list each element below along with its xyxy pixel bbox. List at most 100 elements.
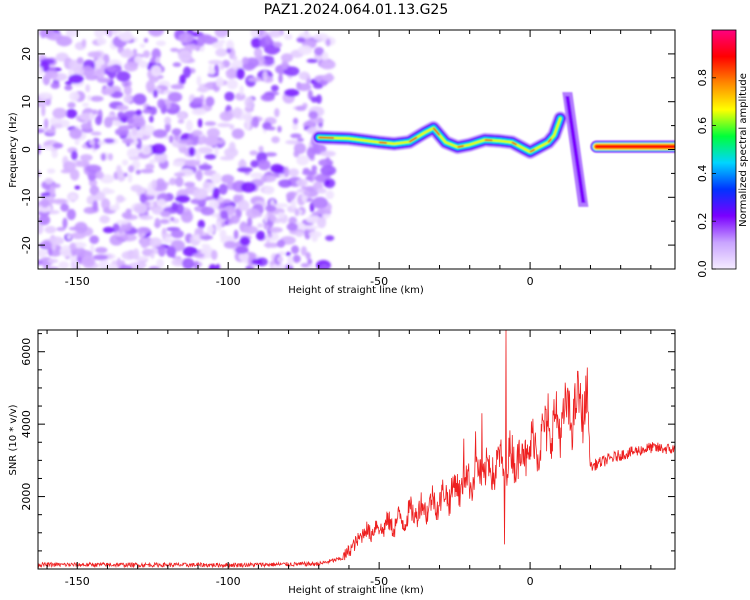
- noise-blob: [229, 124, 235, 130]
- noise-blob: [325, 190, 335, 200]
- noise-blob: [52, 142, 64, 149]
- y-tick-label: 4000: [20, 410, 33, 438]
- figure-title: PAZ1.2024.064.01.13.G25: [263, 2, 449, 18]
- noise-blob: [74, 221, 88, 234]
- noise-blob: [128, 165, 135, 173]
- noise-blob: [127, 173, 133, 183]
- noise-blob: [226, 48, 232, 54]
- snr-background: [38, 330, 675, 569]
- noise-blob: [225, 68, 237, 80]
- noise-blob: [89, 235, 100, 245]
- noise-blob: [170, 84, 185, 90]
- noise-blob: [99, 261, 105, 269]
- noise-blob: [243, 111, 253, 124]
- noise-blob: [172, 62, 182, 68]
- noise-blob: [99, 215, 110, 224]
- noise-blob: [43, 118, 49, 130]
- noise-blob: [274, 108, 280, 118]
- noise-blob: [153, 89, 158, 98]
- noise-blob: [317, 217, 327, 229]
- noise-blob: [140, 238, 149, 249]
- ridge-peak: [547, 138, 552, 143]
- noise-blob: [292, 254, 301, 263]
- noise-blob: [148, 30, 164, 37]
- noise-blob: [280, 53, 293, 63]
- noise-blob: [69, 168, 80, 181]
- noise-blob: [320, 150, 336, 157]
- noise-blob: [237, 199, 250, 211]
- noise-blob: [71, 150, 78, 161]
- noise-blob: [148, 265, 161, 269]
- noise-blob: [251, 258, 263, 266]
- noise-blob: [94, 30, 105, 39]
- noise-blob: [38, 92, 53, 100]
- noise-blob: [276, 239, 286, 248]
- noise-blob: [38, 222, 44, 235]
- noise-blob: [273, 203, 289, 208]
- noise-blob: [292, 117, 299, 125]
- noise-blob: [95, 246, 108, 254]
- x-tick-label: -50: [370, 575, 388, 588]
- noise-blob: [298, 71, 310, 81]
- noise-blob: [38, 128, 45, 134]
- spectrogram-y-axis-label: Frequency (Hz): [8, 112, 19, 188]
- noise-blob: [252, 116, 260, 128]
- noise-blob: [313, 33, 329, 41]
- noise-blob: [131, 126, 138, 136]
- spectrogram-noise-region: [38, 30, 337, 269]
- noise-blob: [195, 169, 203, 182]
- noise-blob: [204, 121, 217, 126]
- noise-blob: [325, 38, 331, 47]
- noise-blob: [270, 163, 284, 173]
- noise-blob: [145, 80, 155, 93]
- noise-blob: [106, 65, 117, 73]
- noise-blob: [217, 139, 225, 145]
- noise-blob: [278, 251, 286, 256]
- noise-blob: [177, 139, 194, 144]
- noise-blob: [108, 153, 113, 161]
- noise-blob: [139, 193, 147, 204]
- noise-blob: [180, 210, 194, 223]
- noise-blob: [185, 119, 193, 132]
- noise-blob: [121, 233, 137, 242]
- noise-blob: [68, 193, 77, 201]
- noise-blob: [152, 129, 168, 138]
- noise-blob: [107, 30, 113, 38]
- noise-blob: [244, 96, 254, 109]
- noise-blob: [52, 183, 61, 189]
- noise-blob: [183, 66, 191, 78]
- noise-blob: [295, 178, 308, 187]
- snr-x-axis-label: Height of straight line (km): [288, 585, 424, 596]
- noise-blob: [203, 36, 219, 45]
- noise-blob: [68, 74, 84, 84]
- noise-blob: [151, 65, 162, 77]
- noise-blob: [226, 79, 238, 90]
- noise-blob: [284, 33, 293, 41]
- noise-blob: [191, 108, 207, 116]
- noise-blob: [230, 59, 246, 71]
- noise-blob: [103, 116, 113, 128]
- noise-blob: [52, 107, 67, 119]
- noise-blob: [52, 123, 63, 129]
- ridge-peak: [511, 141, 517, 146]
- noise-blob: [149, 199, 154, 208]
- noise-blob: [263, 213, 269, 223]
- noise-blob: [70, 232, 86, 240]
- noise-blob: [119, 125, 131, 130]
- noise-blob: [51, 240, 57, 251]
- noise-blob: [56, 227, 66, 232]
- noise-blob: [69, 242, 77, 251]
- noise-blob: [278, 179, 292, 188]
- noise-blob: [215, 263, 221, 269]
- noise-blob: [287, 255, 294, 266]
- colorbar-gradient: [711, 29, 737, 270]
- noise-blob: [103, 138, 115, 144]
- noise-blob: [192, 129, 203, 137]
- noise-blob: [250, 172, 264, 179]
- noise-blob: [224, 91, 235, 102]
- noise-blob: [38, 249, 48, 258]
- noise-blob: [190, 137, 199, 146]
- ridge-peak: [457, 145, 464, 148]
- noise-blob: [177, 112, 187, 119]
